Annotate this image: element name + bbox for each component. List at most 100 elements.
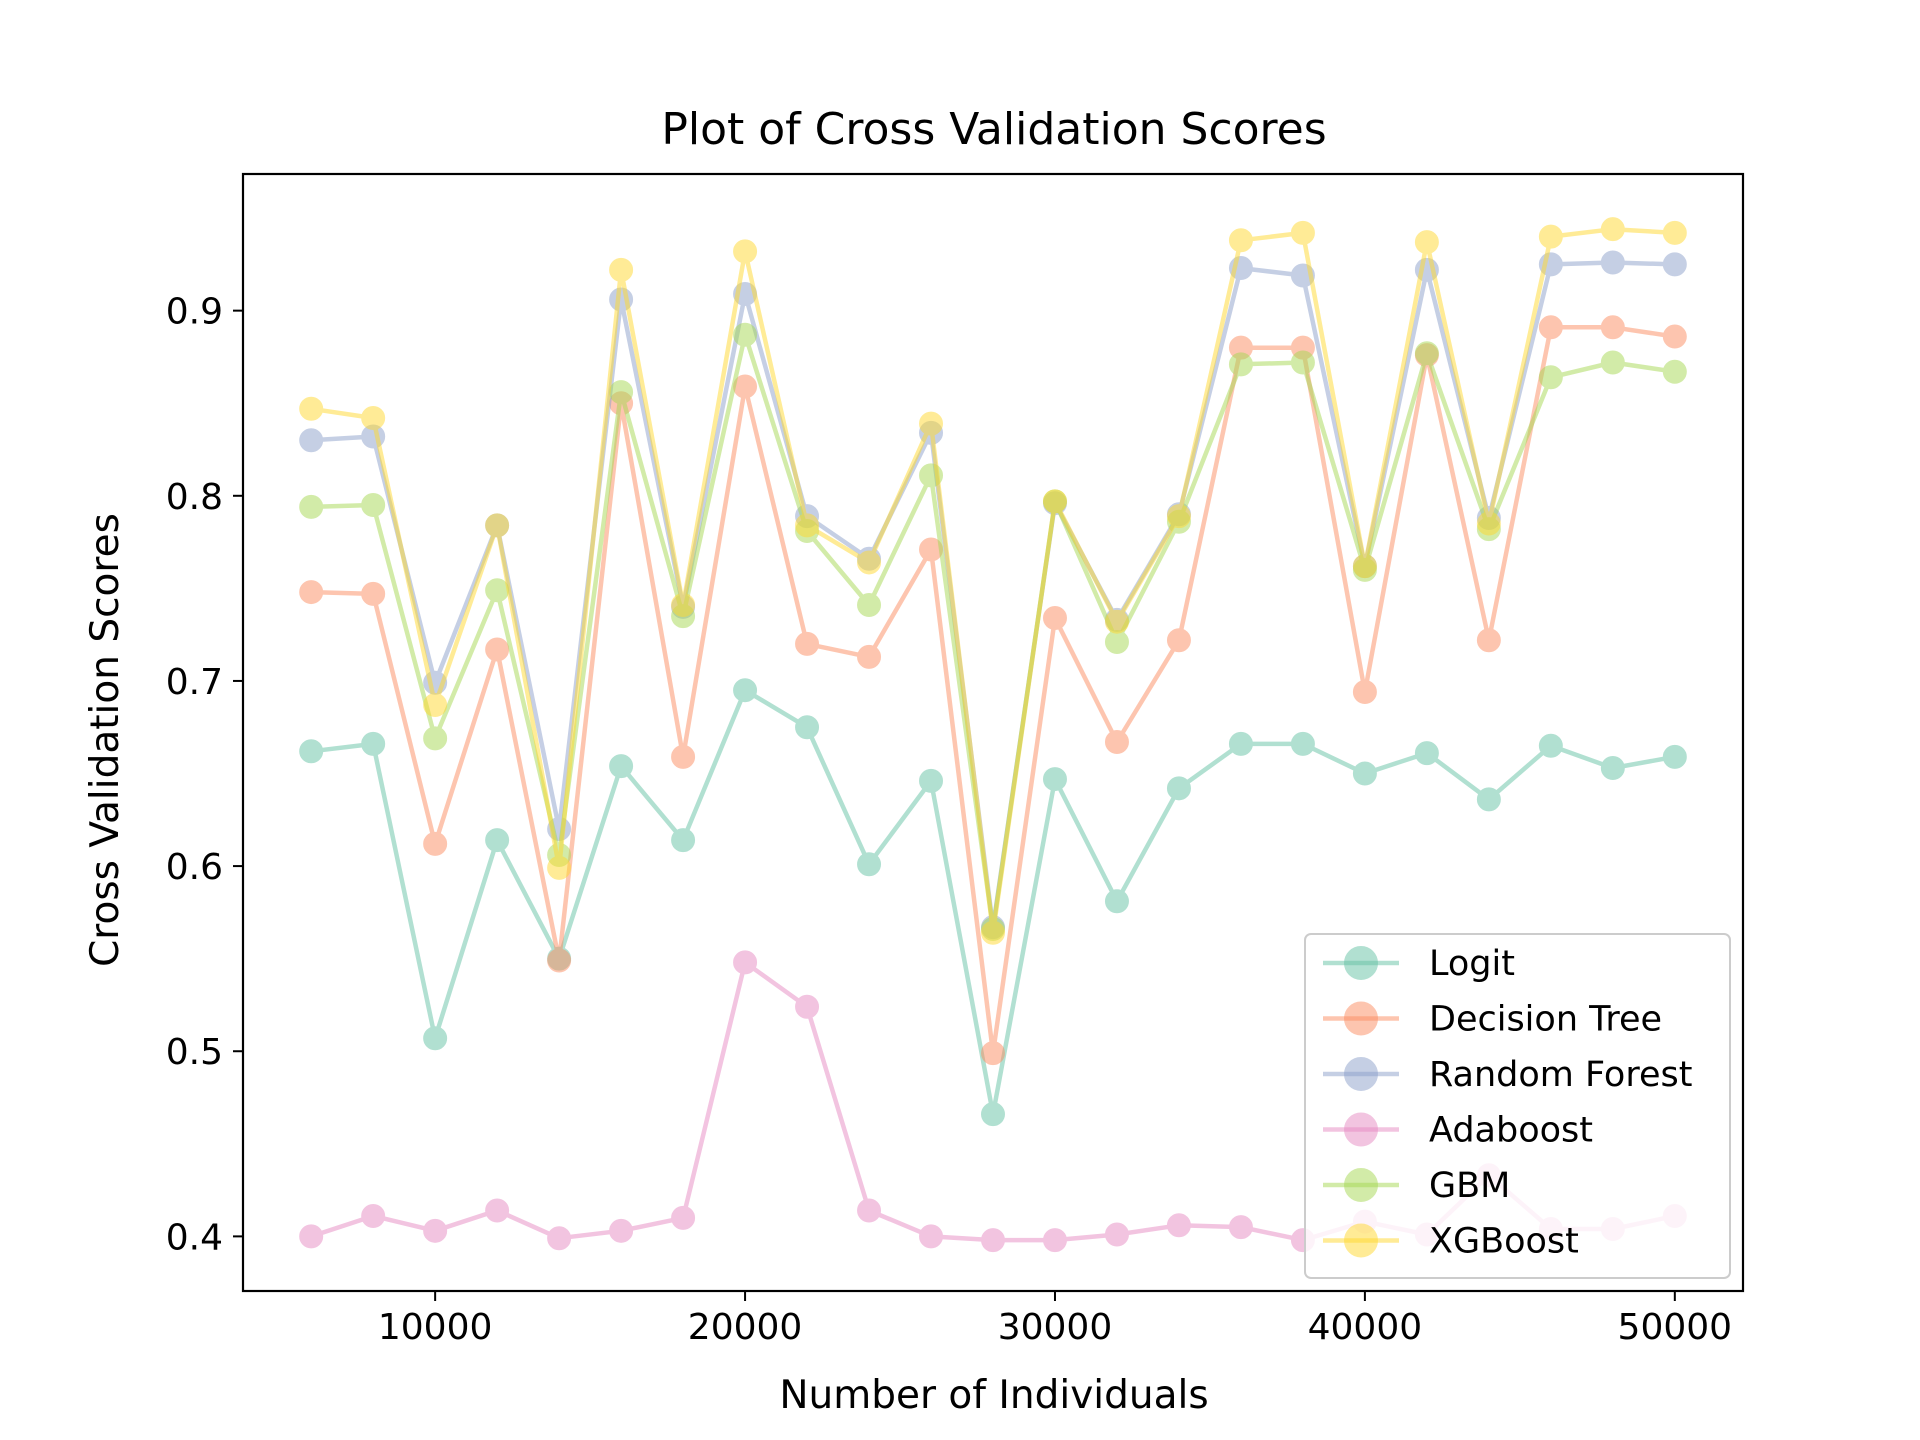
data-point [981, 920, 1005, 945]
data-point [1166, 504, 1191, 529]
y-tick-label: 0.6 [166, 847, 223, 888]
data-point [485, 513, 510, 538]
data-point [299, 1224, 324, 1249]
series-xgboost [299, 217, 1687, 945]
data-point [299, 739, 324, 764]
data-point [1662, 220, 1687, 245]
legend-label: XGBoost [1429, 1222, 1579, 1262]
chart-title: Plot of Cross Validation Scores [661, 104, 1326, 155]
data-point [299, 396, 324, 421]
data-point [547, 1226, 572, 1251]
data-point [1476, 787, 1501, 812]
y-axis-label: Cross Validation Scores [83, 513, 128, 967]
data-point [299, 580, 324, 605]
legend-marker [1344, 1001, 1378, 1036]
x-tick-label: 10000 [378, 1307, 493, 1348]
data-point [857, 593, 882, 618]
data-point [1042, 605, 1067, 630]
data-point [1166, 628, 1191, 653]
data-point [671, 744, 696, 769]
data-point [1104, 889, 1129, 914]
data-point [1662, 324, 1687, 349]
data-point [1414, 230, 1439, 255]
data-point [1662, 252, 1687, 277]
data-point [1228, 731, 1253, 756]
data-point [1104, 609, 1129, 634]
data-point [1290, 350, 1315, 375]
data-point [547, 855, 572, 880]
data-point [671, 593, 696, 618]
legend-marker [1344, 946, 1378, 980]
data-point [795, 715, 820, 740]
data-point [1042, 767, 1067, 792]
data-point [609, 754, 634, 779]
data-point [547, 948, 572, 973]
data-point [1166, 776, 1191, 801]
data-point [423, 1026, 448, 1051]
data-point [1104, 1222, 1129, 1247]
legend-label: Random Forest [1429, 1055, 1692, 1095]
legend-item: Logit [1323, 944, 1515, 984]
data-point [1476, 511, 1501, 536]
data-point [1352, 761, 1377, 786]
data-point [857, 852, 882, 877]
data-point [361, 581, 386, 606]
data-point [361, 1204, 386, 1229]
data-point [671, 828, 696, 853]
data-point [795, 631, 820, 656]
data-point [733, 322, 758, 347]
legend-marker [1344, 1112, 1378, 1147]
data-point [423, 726, 448, 751]
data-point [423, 693, 448, 718]
legend-marker [1344, 1223, 1378, 1258]
data-point [361, 493, 386, 518]
data-point [733, 678, 758, 703]
data-point [485, 578, 510, 603]
data-point [609, 1218, 634, 1243]
data-point [361, 406, 386, 431]
y-tick-label: 0.5 [166, 1032, 223, 1073]
data-point [981, 1228, 1005, 1253]
data-point [1228, 352, 1253, 377]
legend-label: Decision Tree [1429, 1000, 1662, 1040]
legend-item: Decision Tree [1323, 1000, 1662, 1040]
data-point [1600, 350, 1625, 375]
data-point [857, 644, 882, 669]
legend-item: Random Forest [1323, 1055, 1692, 1095]
data-point [795, 994, 820, 1019]
data-point [857, 550, 882, 575]
data-point [1352, 680, 1377, 705]
legend-box [1304, 933, 1731, 1279]
legend-label: GBM [1429, 1166, 1510, 1206]
legend-label: Logit [1429, 944, 1515, 984]
data-point [485, 1198, 510, 1223]
data-point [919, 1224, 944, 1249]
data-point [1600, 250, 1625, 275]
legend-marker [1344, 1057, 1378, 1091]
data-point [609, 257, 634, 282]
data-point [1476, 628, 1501, 653]
legend-label: Adaboost [1429, 1111, 1593, 1151]
x-tick-label: 20000 [688, 1307, 803, 1348]
x-tick-label: 50000 [1618, 1307, 1733, 1348]
data-point [299, 494, 324, 519]
data-point [1352, 554, 1377, 579]
data-point [981, 1041, 1005, 1066]
legend-item: Adaboost [1323, 1111, 1593, 1151]
data-point [981, 1102, 1005, 1127]
y-tick-label: 0.4 [166, 1217, 223, 1258]
data-point [1600, 217, 1625, 242]
data-point [671, 1205, 696, 1230]
data-point [857, 1198, 882, 1223]
data-point [1166, 1213, 1191, 1238]
data-point [299, 428, 324, 453]
data-point [1228, 228, 1253, 253]
data-point [919, 411, 944, 436]
axes-frame [241, 172, 1745, 1293]
data-point [1104, 630, 1129, 655]
data-point [1538, 733, 1563, 758]
data-point [361, 731, 386, 756]
data-point [1042, 1228, 1067, 1253]
data-point [1290, 731, 1315, 756]
